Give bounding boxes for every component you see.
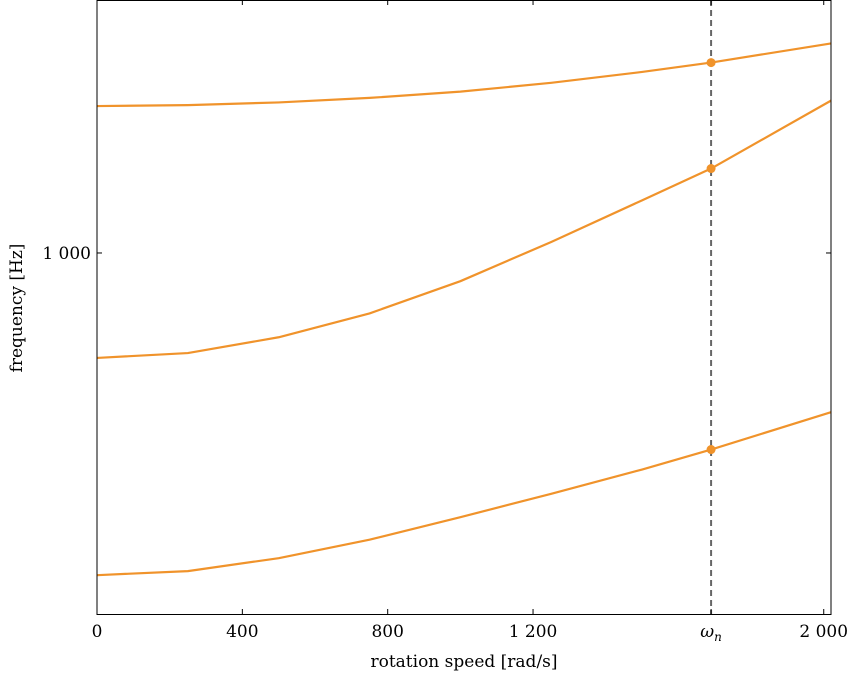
x-tick-label-1: 0: [92, 622, 103, 642]
series-line-1: [96, 42, 832, 108]
plot-frame: [96, 0, 832, 615]
marker-point-3: [706, 445, 716, 455]
x-tick-label-3: 800: [371, 622, 403, 642]
series-line-2: [96, 99, 832, 360]
x-tick-label-6: 2 000: [799, 622, 848, 642]
marker-point-1: [706, 58, 716, 68]
axis-ticks: 0 400 800 1 200 ωn 2 000 1 000: [42, 0, 848, 644]
x-axis-label: rotation speed [rad/s]: [370, 652, 557, 672]
x-tick-label-4: 1 200: [509, 622, 558, 642]
y-axis-label: frequency [Hz]: [7, 244, 27, 373]
marker-point-2: [706, 164, 716, 174]
series-line-3: [96, 411, 832, 577]
x-tick-label-5: ωn: [700, 622, 722, 644]
y-tick-label-1: 1 000: [42, 244, 91, 264]
plot-area: [96, 0, 832, 614]
x-tick-label-2: 400: [226, 622, 258, 642]
